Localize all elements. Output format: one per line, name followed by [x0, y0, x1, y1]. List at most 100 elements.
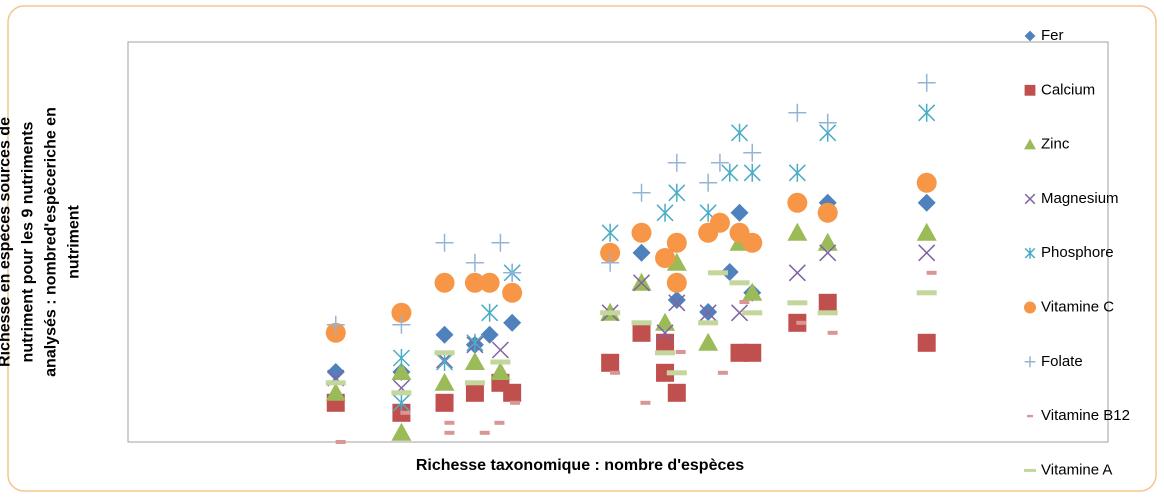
marker-diamond	[667, 291, 686, 309]
marker-circle	[742, 232, 763, 253]
marker-x	[699, 304, 717, 322]
marker-circle	[916, 172, 937, 193]
marker-plus	[699, 173, 718, 192]
marker-square	[656, 333, 675, 352]
marker-triangle	[464, 352, 485, 370]
marker-plus	[491, 233, 510, 252]
y-axis-label: Richesse en espèces sources de nutriment …	[0, 107, 83, 377]
legend-label: Fer	[1041, 27, 1064, 44]
marker-asterisk	[466, 333, 484, 352]
marker-diamond	[730, 203, 749, 222]
marker-asterisk	[918, 103, 936, 122]
marker-x	[1024, 193, 1036, 205]
marker-dash	[631, 320, 652, 326]
marker-circle	[502, 282, 523, 303]
marker-asterisk	[656, 203, 674, 222]
marker-asterisk	[436, 353, 454, 371]
marker-dash	[827, 330, 838, 335]
legend-label: Vitamine B12	[1041, 407, 1130, 424]
marker-diamond	[435, 325, 454, 344]
marker-circle	[464, 272, 485, 293]
marker-triangle	[1024, 138, 1036, 150]
marker-circle	[1024, 301, 1036, 314]
marker-square	[503, 383, 522, 402]
marker-plus	[503, 263, 522, 282]
marker-circle	[666, 272, 687, 293]
marker-circle	[631, 222, 652, 243]
marker-asterisk	[601, 223, 619, 242]
marker-dash	[444, 430, 455, 435]
legend-label: Vitamine A	[1041, 461, 1112, 478]
marker-plus	[818, 113, 837, 132]
marker-dash	[600, 310, 621, 316]
marker-dash	[391, 390, 412, 396]
marker-dash	[926, 270, 937, 275]
marker-dash	[434, 350, 455, 356]
marker-diamond	[480, 325, 499, 344]
marker-circle	[600, 242, 621, 263]
marker-dash	[444, 420, 455, 425]
marker-dash	[510, 400, 521, 405]
marker-circle	[479, 272, 500, 293]
marker-plus	[788, 103, 807, 122]
marker-triangle	[742, 282, 763, 301]
marker-x	[730, 304, 749, 322]
marker-circle	[787, 192, 808, 213]
marker-dash	[1024, 468, 1036, 472]
marker-dash	[675, 350, 686, 354]
marker-plus	[710, 153, 729, 172]
legend-label: Phosphore	[1041, 244, 1114, 261]
marker-square	[601, 353, 620, 372]
marker-plus	[465, 253, 484, 272]
marker-plus	[743, 143, 762, 162]
marker-square	[435, 393, 454, 412]
marker-asterisk	[668, 183, 686, 202]
y-axis-label-line: nutriment	[66, 204, 83, 278]
marker-diamond	[632, 243, 651, 262]
marker-dash	[916, 290, 937, 296]
marker-asterisk	[1024, 247, 1036, 259]
marker-dash	[325, 380, 346, 386]
marker-asterisk	[721, 163, 739, 182]
marker-triangle	[434, 372, 455, 391]
marker-circle	[434, 272, 455, 293]
marker-plus	[392, 315, 411, 334]
legend-label: Folate	[1041, 353, 1083, 370]
marker-plus	[632, 183, 651, 202]
marker-dash	[479, 430, 490, 435]
marker-triangle	[391, 422, 412, 441]
marker-circle	[655, 248, 676, 268]
marker-square	[632, 323, 651, 342]
marker-diamond	[917, 193, 936, 212]
marker-asterisk	[788, 163, 806, 182]
marker-diamond	[720, 263, 739, 281]
marker-x	[918, 244, 936, 262]
marker-dash	[400, 410, 411, 415]
marker-dash	[335, 440, 346, 444]
marker-square	[743, 343, 762, 362]
marker-x	[788, 264, 806, 282]
marker-dash	[796, 320, 807, 325]
marker-asterisk	[392, 349, 410, 367]
marker-dash	[787, 300, 808, 306]
marker-circle	[391, 302, 412, 323]
marker-square	[818, 293, 837, 312]
y-axis-label-line: nutriment pour les 9 nutriments	[20, 121, 37, 362]
marker-dash	[666, 370, 687, 376]
y-axis-label-line: analysés : nombred'espèceriche en	[43, 107, 60, 377]
marker-triangle	[817, 232, 838, 251]
marker-dash	[1027, 414, 1033, 418]
legend-label: Magnesium	[1041, 190, 1119, 207]
marker-asterisk	[743, 163, 761, 182]
marker-diamond	[326, 363, 345, 381]
marker-plus	[1024, 356, 1036, 368]
marker-triangle	[916, 222, 937, 241]
marker-dash	[817, 310, 838, 316]
legend-label: Vitamine C	[1041, 298, 1114, 315]
marker-square	[917, 333, 936, 352]
marker-plus	[601, 253, 620, 272]
marker-triangle	[787, 222, 808, 241]
marker-dash	[742, 310, 763, 316]
marker-circle	[666, 232, 687, 253]
